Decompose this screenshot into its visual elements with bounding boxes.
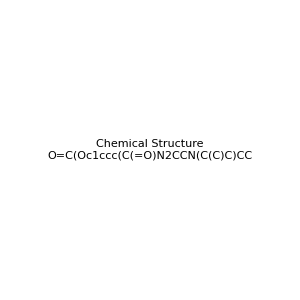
Text: Chemical Structure
O=C(Oc1ccc(C(=O)N2CCN(C(C)C)CC: Chemical Structure O=C(Oc1ccc(C(=O)N2CCN…: [47, 139, 253, 161]
